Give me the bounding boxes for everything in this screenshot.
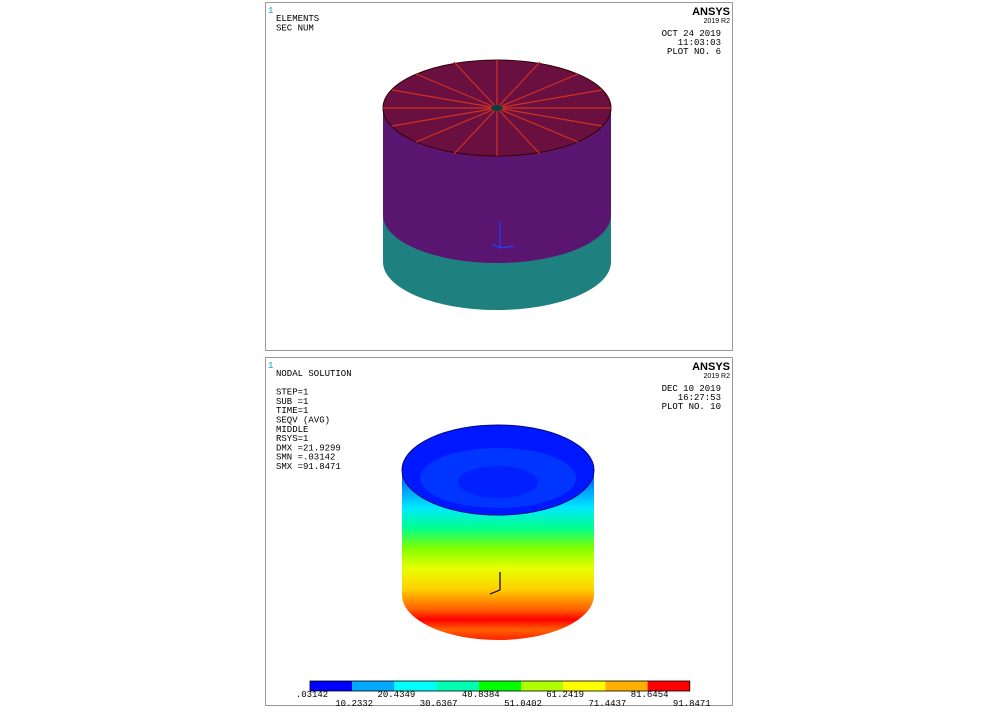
legend-label: 30.6367 bbox=[420, 699, 458, 709]
info-line: STEP=1 bbox=[276, 388, 308, 398]
info-line: SEQV (AVG) bbox=[276, 416, 330, 426]
info-line: SUB =1 bbox=[276, 397, 308, 407]
info-line: NODAL SOLUTION bbox=[276, 369, 352, 379]
legend: .03142 10.2332 20.4349 30.6367 40.8384 51.040… bbox=[296, 680, 711, 709]
brand: ANSYS bbox=[692, 361, 730, 373]
legend-label: 91.8471 bbox=[673, 699, 711, 709]
legend-label: 40.8384 bbox=[462, 690, 500, 700]
info-line: TIME=1 bbox=[276, 406, 308, 416]
window-number: 1 bbox=[268, 361, 273, 371]
legend-swatch bbox=[478, 681, 521, 691]
info-line: SEC NUM bbox=[276, 23, 314, 33]
stamp-line: DEC 10 2019 bbox=[662, 384, 721, 394]
legend-swatch bbox=[521, 681, 564, 691]
window-number: 1 bbox=[268, 6, 273, 16]
legend-swatch bbox=[352, 681, 395, 691]
info-line: RSYS=1 bbox=[276, 434, 308, 444]
cylinder-mesh bbox=[382, 59, 612, 310]
cylinder-stress bbox=[401, 424, 595, 640]
brand: ANSYS bbox=[692, 6, 730, 18]
legend-swatch bbox=[605, 681, 648, 691]
legend-swatch bbox=[563, 681, 606, 691]
info-line: ELEMENTS bbox=[276, 14, 319, 24]
legend-label: 10.2332 bbox=[335, 699, 373, 709]
legend-swatch bbox=[310, 681, 353, 691]
version: 2019 R2 bbox=[704, 373, 731, 380]
legend-label: 20.4349 bbox=[377, 690, 415, 700]
legend-swatch bbox=[394, 681, 437, 691]
legend-swatch bbox=[436, 681, 479, 691]
info-line: MIDDLE bbox=[276, 425, 308, 435]
legend-frame bbox=[309, 680, 691, 692]
legend-swatch bbox=[647, 681, 690, 691]
stamp-line: OCT 24 2019 bbox=[662, 29, 721, 39]
stamp-line: PLOT NO. 10 bbox=[662, 402, 721, 412]
legend-label: 71.4437 bbox=[588, 699, 626, 709]
legend-label: 81.6454 bbox=[631, 690, 669, 700]
legend-label: 51.0402 bbox=[504, 699, 542, 709]
info-line: SMX =91.8471 bbox=[276, 462, 341, 472]
info-line: SMN =.03142 bbox=[276, 453, 335, 463]
stamp-line: 16:27:53 bbox=[678, 393, 721, 403]
info-line: DMX =21.9299 bbox=[276, 443, 341, 453]
legend-label: 61.2419 bbox=[546, 690, 584, 700]
legend-label: .03142 bbox=[296, 690, 328, 700]
version: 2019 R2 bbox=[704, 18, 731, 25]
stamp-line: 11:03:03 bbox=[678, 38, 721, 48]
stamp-line: PLOT NO. 6 bbox=[667, 47, 721, 57]
